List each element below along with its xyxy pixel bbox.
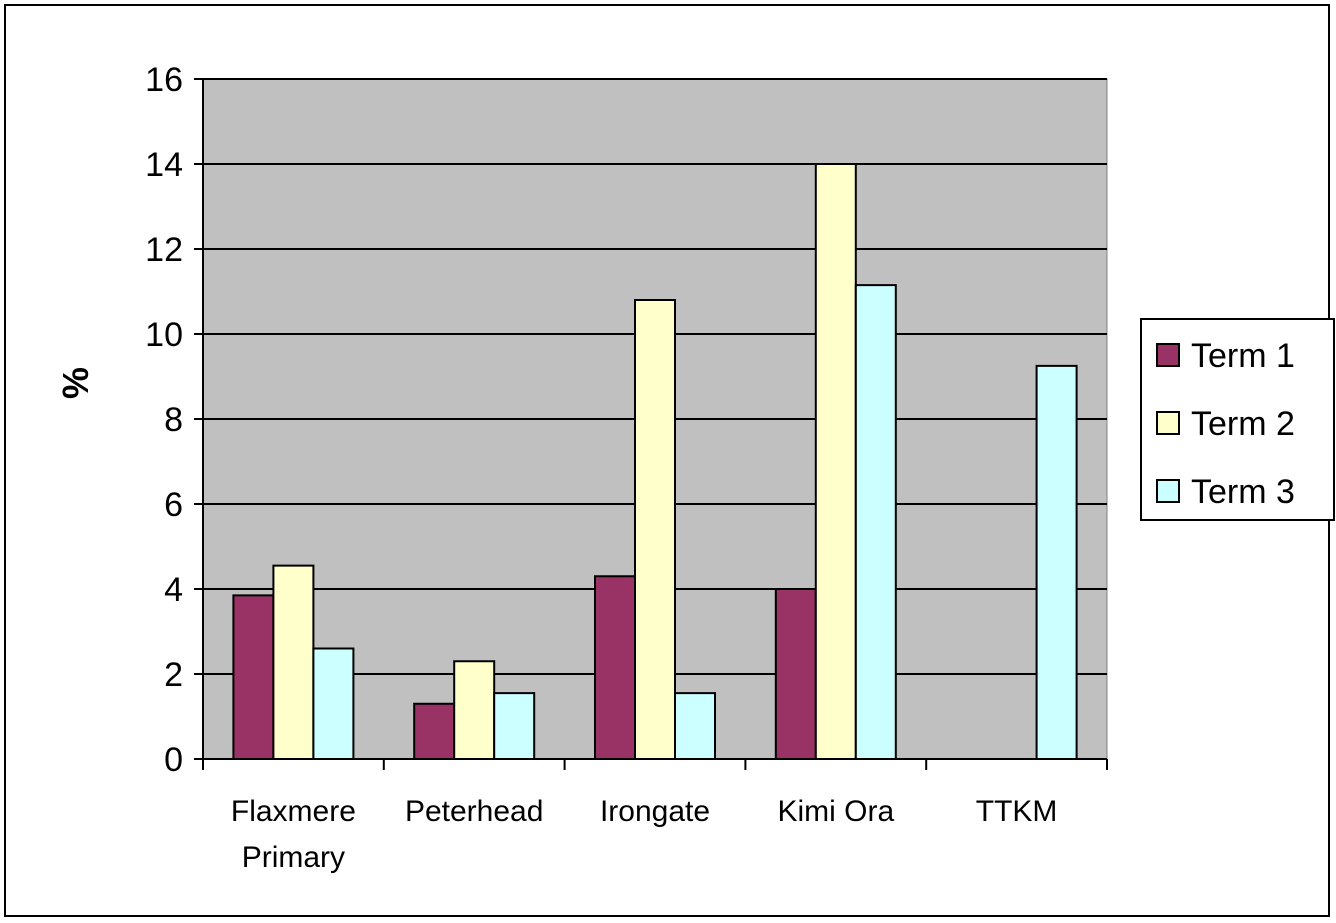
- y-tick-label: 4: [164, 571, 183, 609]
- y-tick-label: 16: [145, 61, 183, 99]
- x-tick-label: Flaxmere: [231, 795, 356, 828]
- legend-label: Term 1: [1191, 337, 1295, 375]
- legend-swatch: [1156, 411, 1180, 435]
- legend-label: Term 3: [1191, 473, 1295, 511]
- bars: [232, 163, 1078, 760]
- y-tick-label: 6: [164, 486, 183, 524]
- axis-labels: 0 2 4 6 8 10 12 14 16 Flaxmere Primary Peterhead Iro…: [55, 61, 1057, 874]
- y-tick-label: 12: [145, 231, 183, 269]
- bar: [1035, 364, 1078, 760]
- bar: [634, 299, 676, 760]
- bar: [854, 284, 897, 760]
- bar: [413, 702, 456, 760]
- legend: Term 1 Term 2 Term 3: [1140, 318, 1335, 521]
- axes: [194, 78, 1108, 770]
- x-tick-label: Primary: [242, 841, 345, 874]
- bar: [232, 594, 275, 760]
- bar: [594, 575, 636, 760]
- bar: [493, 692, 536, 760]
- bar: [774, 588, 817, 760]
- x-tick-label: TTKM: [976, 795, 1058, 828]
- y-tick-label: 14: [145, 146, 183, 184]
- y-tick-label: 10: [145, 316, 183, 354]
- bar: [312, 647, 355, 760]
- y-tick-label: 8: [164, 401, 183, 439]
- bar: [453, 660, 496, 760]
- bar: [814, 163, 857, 760]
- bar: [674, 692, 716, 760]
- y-tick-label: 2: [164, 656, 183, 694]
- legend-label: Term 2: [1191, 405, 1295, 443]
- y-tick-label: 0: [164, 741, 183, 779]
- x-tick-label: Kimi Ora: [777, 795, 894, 828]
- bar: [272, 564, 315, 760]
- legend-swatch: [1156, 343, 1180, 367]
- x-tick-label: Irongate: [600, 795, 710, 828]
- legend-swatch: [1156, 479, 1180, 503]
- y-axis-label: %: [55, 367, 96, 399]
- x-tick-label: Peterhead: [405, 795, 543, 828]
